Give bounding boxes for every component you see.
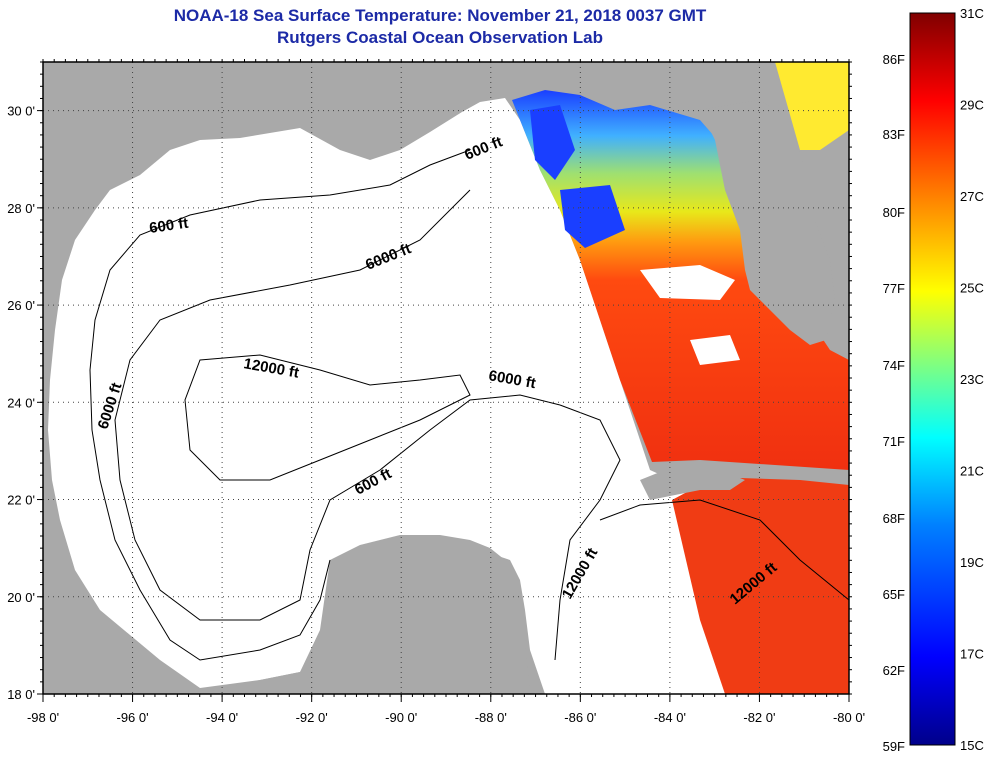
lat-tick-label: 28 0' <box>7 201 35 216</box>
lon-tick-label: -96 0' <box>116 710 148 725</box>
lat-tick-label: 22 0' <box>7 493 35 508</box>
title-line-1: NOAA-18 Sea Surface Temperature: Novembe… <box>173 6 707 25</box>
colorbar-fahrenheit-label: 83F <box>883 127 905 142</box>
lat-tick-label: 20 0' <box>7 590 35 605</box>
contour-12000ft <box>184 354 471 481</box>
lon-tick-label: -86 0' <box>564 710 596 725</box>
latitude-axis: 18 0' 20 0' 22 0' 24 0' 26 0' 28 0' 30 0' <box>7 61 852 702</box>
lon-tick-label: -94 0' <box>206 710 238 725</box>
colorbar-celsius-label: 25C <box>960 281 984 296</box>
gulf-water <box>48 98 760 694</box>
colorbar-celsius-label: 23C <box>960 372 984 387</box>
colorbar-fahrenheit-label: 71F <box>883 434 905 449</box>
colorbar-fahrenheit-label: 68F <box>883 511 905 526</box>
lat-tick-label: 24 0' <box>7 395 35 410</box>
longitude-axis: -98 0' -96 0' -94 0' -92 0' -90 0' -88 0' -86 … <box>27 59 865 725</box>
contour-cuba-shelf <box>599 499 849 601</box>
colorbar-labels: 31C 29C 27C 25C 23C 21C 19C 17C 15C 86F 83F 80F 77F 7… <box>883 6 984 754</box>
lat-tick-label: 30 0' <box>7 104 35 119</box>
sst-swath-east <box>775 62 849 150</box>
colorbar-fahrenheit-label: 80F <box>883 205 905 220</box>
lon-tick-label: -84 0' <box>654 710 686 725</box>
cuba <box>640 465 745 500</box>
lon-tick-label: -88 0' <box>475 710 507 725</box>
colorbar-celsius-label: 29C <box>960 98 984 113</box>
colorbar-fahrenheit-label: 62F <box>883 663 905 678</box>
colorbar-fahrenheit-label: 74F <box>883 358 905 373</box>
colorbar-celsius-label: 19C <box>960 555 984 570</box>
lon-tick-label: -82 0' <box>743 710 775 725</box>
cloud-patch <box>640 265 735 300</box>
colorbar-fahrenheit-label: 65F <box>883 587 905 602</box>
lon-tick-label: -80 0' <box>833 710 865 725</box>
cold-patch <box>560 185 625 248</box>
colorbar-fahrenheit-label: 77F <box>883 281 905 296</box>
colorbar-celsius-label: 21C <box>960 464 984 479</box>
grid-lines <box>43 62 849 694</box>
sst-swath-south <box>672 478 849 694</box>
colorbar-fahrenheit-label: 59F <box>883 739 905 754</box>
contour-6000ft-south <box>554 404 621 661</box>
cloud-patch <box>690 335 740 365</box>
colorbar-fahrenheit-label: 86F <box>883 52 905 67</box>
lat-tick-label: 18 0' <box>7 687 35 702</box>
colorbar-celsius-label: 27C <box>960 189 984 204</box>
yucatan <box>200 535 530 694</box>
lon-tick-label: -92 0' <box>296 710 328 725</box>
lat-tick-label: 26 0' <box>7 298 35 313</box>
colorbar-celsius-label: 31C <box>960 6 984 21</box>
florida <box>700 100 835 345</box>
lon-tick-label: -98 0' <box>27 710 59 725</box>
contour-6000ft <box>114 189 561 621</box>
colorbar-celsius-label: 17C <box>960 647 984 662</box>
colorbar <box>909 12 956 746</box>
lon-tick-label: -90 0' <box>385 710 417 725</box>
title-line-2: Rutgers Coastal Ocean Observation Lab <box>277 28 603 47</box>
cold-patch <box>530 105 575 180</box>
contour-600ft <box>89 149 471 661</box>
contour-label: 600 ft <box>148 215 189 237</box>
colorbar-celsius-label: 15C <box>960 738 984 753</box>
